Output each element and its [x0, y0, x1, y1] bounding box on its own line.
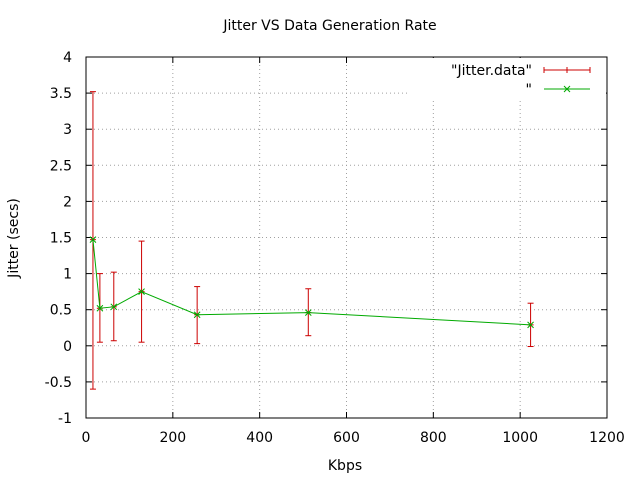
series-linespoints	[89, 236, 534, 329]
legend-sample-marker	[563, 85, 571, 93]
y-tick-label: 2.5	[50, 158, 72, 174]
data-point-x-marker	[89, 236, 97, 244]
grid	[86, 57, 607, 418]
y-tick-label: -1	[58, 411, 72, 427]
axis-ticks: -1 -0.5 0 0.5 1 1.5 2 2.5 3 3.5 4 0 200 400 600 800 1000…	[45, 50, 625, 446]
data-point-x-marker	[527, 321, 534, 329]
y-tick-label: 1	[63, 267, 72, 283]
y-tick-label: 0	[63, 339, 72, 355]
data-point-x-marker	[110, 303, 118, 311]
series-errorbars	[89, 91, 534, 390]
y-tick-label: -0.5	[45, 375, 72, 391]
x-axis-label: Kbps	[328, 458, 362, 474]
data-point-x-marker	[138, 288, 145, 296]
series-line	[92, 239, 531, 326]
data-point-x-marker	[304, 309, 312, 316]
series	[89, 91, 534, 390]
y-tick-label: 4	[63, 50, 72, 66]
x-tick-label: 1000	[502, 430, 538, 446]
legend-background	[408, 58, 606, 98]
chart-title: Jitter VS Data Generation Rate	[222, 18, 436, 34]
x-tick-label: 1200	[589, 430, 625, 446]
legend-entry-label: "Jitter.data"	[451, 63, 532, 79]
y-tick-label: 2	[63, 194, 72, 210]
x-tick-label: 200	[159, 430, 186, 446]
data-point-x-marker	[96, 304, 104, 312]
y-tick-label: 3.5	[50, 86, 72, 102]
y-tick-label: 1.5	[50, 231, 72, 247]
legend-entry-label: "	[526, 82, 532, 98]
x-tick-label: 400	[246, 430, 273, 446]
y-axis-label: Jitter (secs)	[6, 198, 22, 279]
legend: "Jitter.data" "	[408, 58, 606, 98]
data-point-x-marker	[193, 311, 201, 319]
y-tick-label: 0.5	[50, 303, 72, 319]
y-tick-label: 3	[63, 122, 72, 138]
x-tick-label: 800	[420, 430, 447, 446]
x-tick-label: 600	[333, 430, 360, 446]
x-tick-label: 0	[82, 430, 91, 446]
